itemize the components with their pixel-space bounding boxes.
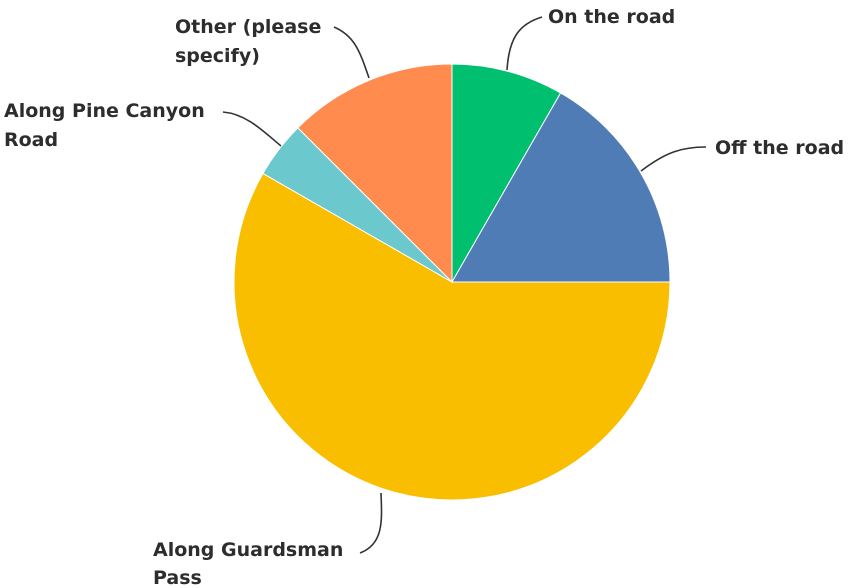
leader-lines xyxy=(222,16,707,554)
slice-labels: On the road Off the road Along Guardsman… xyxy=(4,6,844,588)
leader-line-off-the-road xyxy=(640,146,707,172)
pie-slice-off-the-road xyxy=(451,92,671,283)
slice-label-off-the-road: Off the road xyxy=(715,137,844,159)
leader-line-along-guardsman-pass xyxy=(359,492,383,554)
leader-line-on-the-road xyxy=(506,16,543,71)
leader-line-along-pine-canyon-road xyxy=(222,111,282,147)
leader-line-other-please-specify xyxy=(333,26,370,79)
pie-slices xyxy=(233,63,671,501)
slice-label-other-please-specify: Other (please specify) xyxy=(175,16,328,67)
pie-slice-other-please-specify xyxy=(297,63,453,284)
pie-slice-on-the-road xyxy=(451,63,562,284)
slice-label-on-the-road: On the road xyxy=(548,6,675,28)
pie-slice-along-guardsman-pass xyxy=(233,172,671,501)
slice-label-along-guardsman-pass: Along Guardsman Pass xyxy=(153,539,350,588)
slice-label-along-pine-canyon-road: Along Pine Canyon Road xyxy=(4,100,211,151)
